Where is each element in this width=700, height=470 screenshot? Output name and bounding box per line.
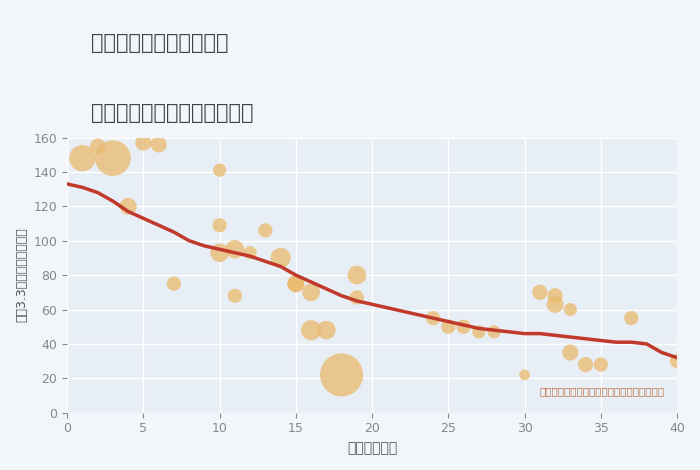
Point <box>534 289 545 296</box>
Point <box>168 280 179 288</box>
Text: 円の大きさは、取引のあった物件面積を示す: 円の大きさは、取引のあった物件面積を示す <box>540 386 665 396</box>
Point <box>290 280 302 288</box>
Point <box>565 306 576 313</box>
Point <box>290 280 302 288</box>
Point <box>442 323 454 330</box>
Point <box>351 271 363 279</box>
Point <box>351 294 363 301</box>
Point <box>153 141 164 148</box>
Point <box>230 292 241 299</box>
Point <box>550 292 561 299</box>
Point <box>428 314 439 322</box>
Text: 奈良県奈良市中山町西の: 奈良県奈良市中山町西の <box>91 33 228 53</box>
Point <box>489 328 500 336</box>
Point <box>77 154 88 162</box>
Point <box>230 245 241 253</box>
Point <box>580 361 592 368</box>
Point <box>107 154 118 162</box>
Y-axis label: 坪（3.3㎡）単価（万円）: 坪（3.3㎡）単価（万円） <box>15 228 28 322</box>
Point <box>122 203 134 210</box>
Point <box>244 249 256 257</box>
Point <box>336 371 347 379</box>
Point <box>305 289 316 296</box>
Point <box>214 166 225 174</box>
Point <box>214 221 225 229</box>
Point <box>550 301 561 308</box>
Point <box>305 326 316 334</box>
Point <box>214 249 225 257</box>
Point <box>595 361 606 368</box>
Point <box>626 314 637 322</box>
Point <box>260 227 271 234</box>
Point <box>275 254 286 262</box>
Point <box>565 349 576 356</box>
Point <box>458 323 469 330</box>
Point <box>321 326 332 334</box>
Point <box>519 371 530 379</box>
Point <box>138 139 149 147</box>
Point <box>92 142 103 150</box>
Point <box>473 328 484 336</box>
Text: 築年数別中古マンション価格: 築年数別中古マンション価格 <box>91 103 253 124</box>
X-axis label: 築年数（年）: 築年数（年） <box>347 441 397 455</box>
Point <box>671 357 682 365</box>
